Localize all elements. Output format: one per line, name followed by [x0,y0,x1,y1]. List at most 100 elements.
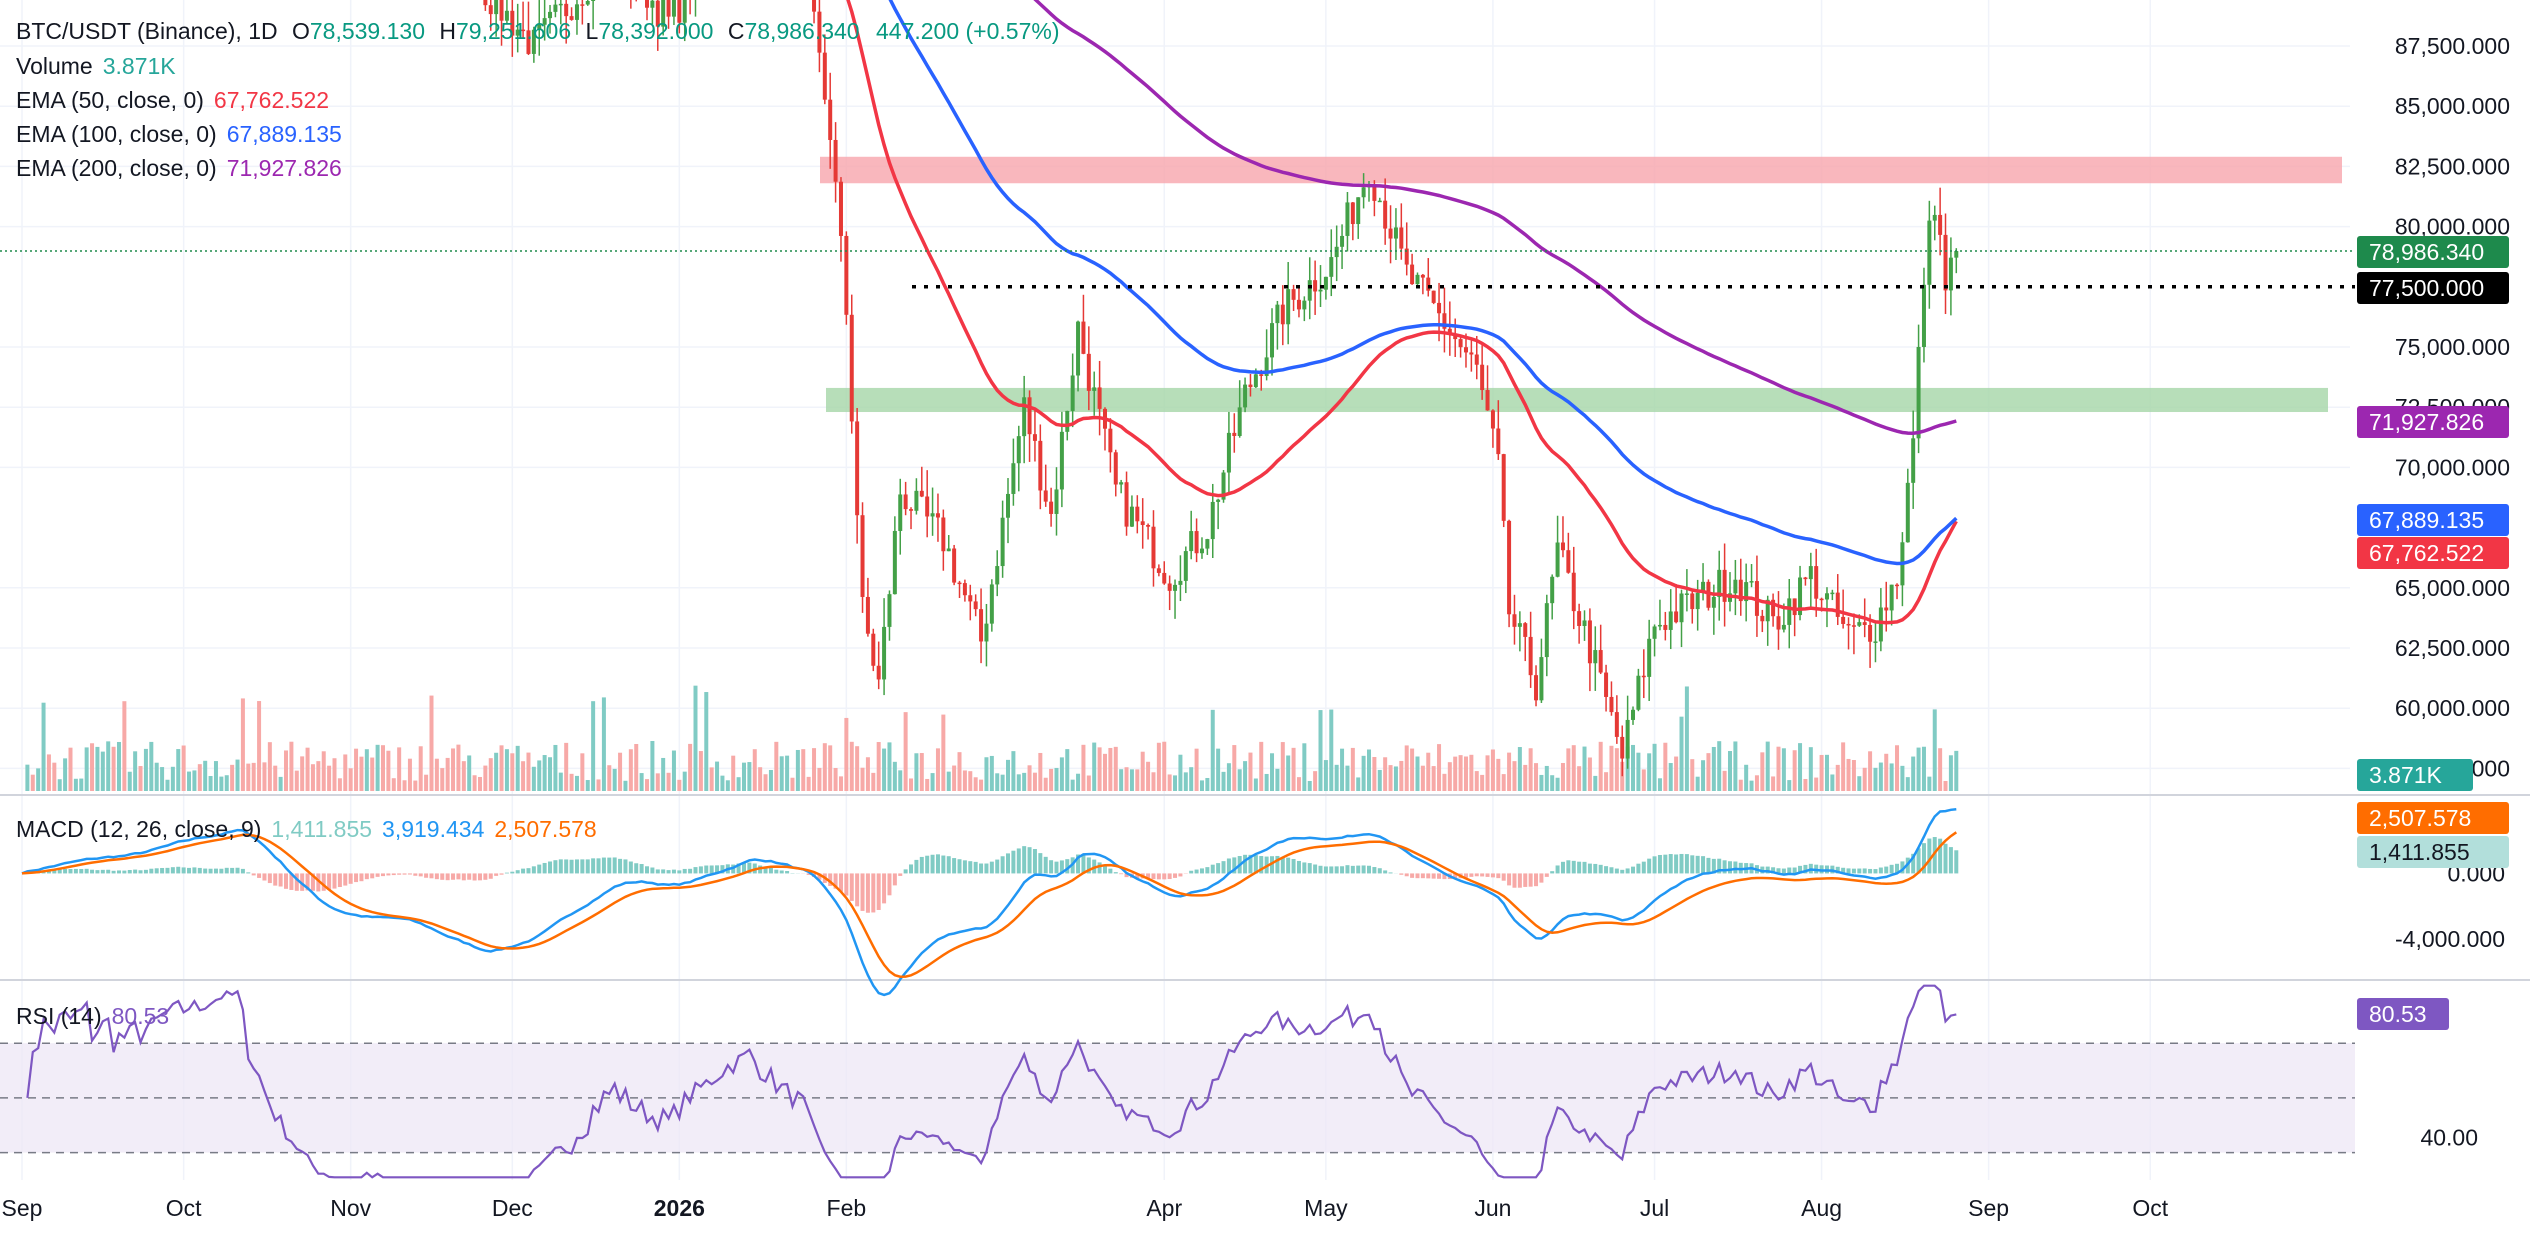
candle-body [1399,227,1404,249]
high-value: 79,251.606 [456,18,572,44]
macd-hist-bar [1878,867,1883,874]
volume-bar [100,751,105,791]
macd-hist-bar [1781,868,1786,874]
macd-hist-bar [779,870,784,874]
candle-body [855,421,860,516]
macd-hist-bar [634,863,639,874]
macd-hist-bar [1388,872,1393,874]
macd-hist-bar [1032,849,1037,874]
candle-body [844,235,849,315]
macd-hist-bar [1453,873,1458,879]
time-tick-label: Oct [166,1195,202,1221]
candle-body [591,0,596,1]
volume-bar [1178,754,1183,791]
macd-hist-bar [1259,856,1264,874]
volume-bar [801,749,806,791]
macd-hist-bar [1663,854,1668,874]
macd-hist-bar [1684,854,1689,874]
volume-bar [1496,758,1501,791]
volume-bar [407,758,412,791]
volume-bar [1253,778,1258,791]
macd-hist-bar [316,873,321,892]
time-axis: Sep Oct Nov Dec 2026 Feb Apr May Jun Jul Aug Sep Oct [2,1195,2169,1221]
ema50-legend[interactable]: EMA (50, close, 0) 67,762.522 [16,83,329,117]
macd-legend[interactable]: MACD (12, 26, close, 9) 1,411.855 3,919.43… [16,812,597,846]
candle-body [1787,598,1792,625]
volume-legend[interactable]: Volume 3.871K [16,49,176,83]
macd-hist-bar [1135,873,1140,879]
volume-bar [1851,760,1856,791]
candle-body [1480,364,1485,391]
volume-bar [526,752,531,791]
volume-bar [989,755,994,791]
macd-line-value: 3,919.434 [382,816,485,842]
candle-body [1043,490,1048,502]
volume-bar [348,768,353,791]
candle-body [973,601,978,610]
volume-bar [1388,765,1393,791]
volume-legend-label: Volume [16,53,93,79]
macd-hist-bar [1270,856,1275,874]
volume-bar [375,744,380,791]
volume-bar [1787,780,1792,791]
volume-bar [46,754,51,791]
candle-body [574,4,579,20]
macd-hist-bar [257,873,262,878]
macd-hist-bar [84,868,89,874]
volume-bar [1404,745,1409,791]
macd-hist-bar [973,861,978,874]
macd-hist-bar [1803,864,1808,874]
candle-body [1830,592,1835,595]
volume-bar [1275,768,1280,791]
candle-body [1016,436,1021,464]
candle-body [1393,227,1398,239]
volume-bar [585,780,590,791]
candle-body [1361,187,1366,198]
macd-hist-bar [774,869,779,874]
volume-bar [240,698,245,791]
macd-hist-bar [68,869,73,874]
symbol-title[interactable]: BTC/USDT (Binance), 1D [16,18,278,44]
macd-hist-bar [1437,873,1442,879]
macd-hist-bar [407,873,412,875]
volume-bar [456,744,461,791]
rsi-legend[interactable]: RSI (14) 80.53 [16,999,169,1033]
volume-bar [1221,771,1226,791]
macd-hist-bar [1857,868,1862,874]
candle-body [1523,623,1528,637]
volume-bar [1582,746,1587,791]
macd-hist-bar [1657,854,1662,874]
time-tick-label: Jun [1474,1195,1511,1221]
volume-bar [1205,777,1210,791]
macd-hist-bar [1625,868,1630,874]
macd-hist-bar [90,869,95,874]
macd-hist-bar [1889,864,1894,874]
candle-body [504,10,509,21]
macd-hist-bar [240,868,245,874]
macd-hist-bar [63,868,68,874]
macd-hist-bar [445,873,450,881]
macd-hist-bar [1243,854,1248,874]
volume-bar [95,746,100,791]
macd-hist-bar [1361,865,1366,874]
macd-hist-bar [833,873,838,889]
last-price-label: 78,986.340 [2357,236,2509,268]
candle-body [1744,582,1749,602]
macd-hist-bar [1598,864,1603,874]
candle-body [548,11,553,19]
candle-body [1189,531,1194,552]
ema100-legend[interactable]: EMA (100, close, 0) 67,889.135 [16,117,342,151]
ema200-legend[interactable]: EMA (200, close, 0) 71,927.826 [16,151,342,185]
volume-bar [1544,765,1549,791]
candle-body [1512,614,1517,627]
volume-bar [952,765,957,791]
volume-bar [1690,759,1695,791]
macd-hist-bar [1420,873,1425,879]
volume-legend-value: 3.871K [102,53,176,79]
macd-hist-bar [1156,873,1161,880]
macd-hist-bar [677,870,682,874]
macd-hist-bar [440,873,445,880]
volume-bar [284,750,289,791]
volume-bar [1862,767,1867,791]
